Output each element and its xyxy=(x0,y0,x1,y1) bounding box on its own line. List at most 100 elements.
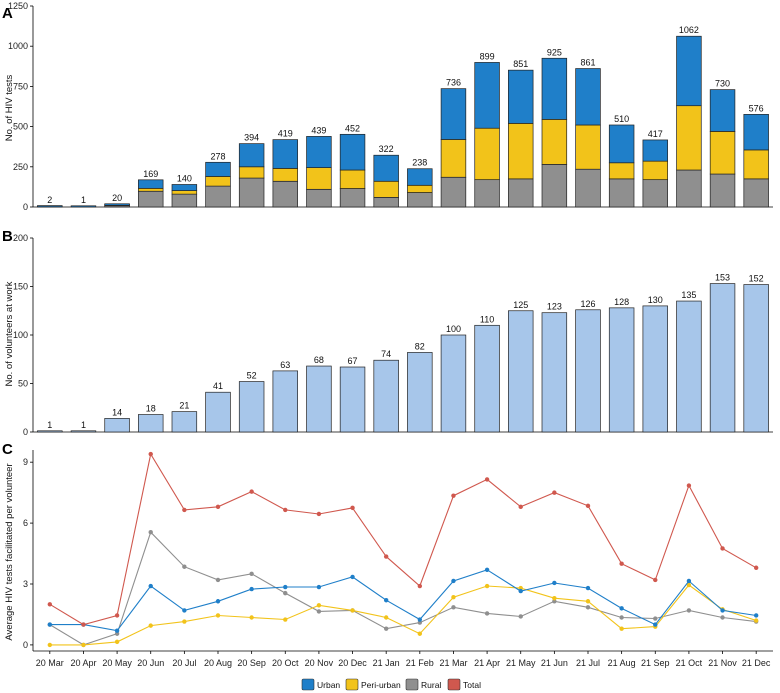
point-urban xyxy=(47,622,53,627)
point-peri-urban xyxy=(249,615,254,620)
panel-a: 0 250 500 750 1000 1250 2 1 20 169 140 278 394 419 439… xyxy=(8,1,773,212)
data-label-a-total: 851 xyxy=(513,59,528,69)
point-peri-urban xyxy=(148,623,153,628)
bar-a-peri-urban xyxy=(541,119,568,165)
panel-a-ytick-label: 1000 xyxy=(8,41,28,51)
bar-a-peri-urban xyxy=(339,169,366,189)
data-label-a-total: 20 xyxy=(112,193,122,203)
data-label-a-total: 2 xyxy=(47,195,52,205)
data-label-b-volunteers: 153 xyxy=(715,273,730,283)
panel-c-ytick-label: 3 xyxy=(23,579,28,589)
point-peri-urban xyxy=(518,585,523,591)
bar-a-peri-urban xyxy=(508,123,534,180)
bar-a-peri-urban xyxy=(205,176,231,187)
point-total xyxy=(585,503,591,509)
panel-a-ytick-label: 500 xyxy=(13,122,28,132)
point-total xyxy=(350,505,355,511)
point-rural xyxy=(215,577,221,583)
bar-b-volunteers xyxy=(642,305,668,433)
legend-swatch-rural xyxy=(405,678,419,691)
point-urban xyxy=(350,574,355,580)
point-peri-urban xyxy=(451,594,456,600)
xtick-label: 21 Aug xyxy=(608,658,636,668)
bar-a-peri-urban xyxy=(373,180,399,198)
xtick-label: 20 Jun xyxy=(137,658,164,668)
bar-b-volunteers xyxy=(608,307,635,433)
point-urban xyxy=(148,583,153,589)
point-peri-urban xyxy=(552,596,557,601)
panel-a-ytick-label: 0 xyxy=(23,202,28,212)
point-urban xyxy=(249,586,254,592)
bar-b-volunteers xyxy=(339,366,366,433)
bar-a-urban xyxy=(676,35,702,107)
point-rural xyxy=(182,564,187,569)
series-line-urban xyxy=(49,569,757,632)
bar-a-peri-urban xyxy=(642,160,668,181)
data-label-a-total: 899 xyxy=(480,51,495,61)
data-label-b-volunteers: 123 xyxy=(547,302,562,312)
data-label-b-volunteers: 68 xyxy=(314,355,324,365)
point-peri-urban xyxy=(316,603,322,608)
point-rural xyxy=(686,608,692,613)
data-label-a-total: 576 xyxy=(749,103,764,113)
point-peri-urban xyxy=(215,613,221,618)
bar-a-urban xyxy=(373,154,399,182)
xtick-label: 20 May xyxy=(102,658,132,668)
xtick-label: 20 Nov xyxy=(305,658,334,668)
bar-a-rural xyxy=(306,188,332,208)
bar-a-rural xyxy=(474,179,500,208)
data-label-b-volunteers: 126 xyxy=(580,299,595,309)
point-total xyxy=(552,490,557,495)
data-label-b-volunteers: 1 xyxy=(81,420,86,430)
bar-a-urban xyxy=(104,203,130,206)
data-label-a-total: 394 xyxy=(244,133,259,143)
bar-a-peri-urban xyxy=(440,139,467,178)
xtick-label: 21 Sep xyxy=(641,658,670,668)
bar-a-peri-urban xyxy=(709,131,736,175)
series-line-total xyxy=(49,452,757,626)
bar-a-urban xyxy=(171,184,198,191)
bar-a-urban xyxy=(508,69,534,124)
bar-a-urban xyxy=(138,179,164,189)
data-label-b-volunteers: 110 xyxy=(480,314,494,324)
point-total xyxy=(114,613,120,618)
legend-label-total: Total xyxy=(463,680,481,690)
data-label-b-volunteers: 21 xyxy=(179,401,189,411)
data-label-a-total: 1 xyxy=(81,195,86,205)
point-urban xyxy=(686,578,692,584)
xtick-label: 20 Sep xyxy=(237,658,266,668)
data-label-b-volunteers: 130 xyxy=(648,295,663,305)
point-total xyxy=(653,577,658,583)
bar-a-urban xyxy=(575,68,601,126)
bar-a-urban xyxy=(642,139,668,162)
point-peri-urban xyxy=(283,617,288,622)
point-peri-urban xyxy=(417,631,423,636)
panel-letter-a: A xyxy=(2,5,13,22)
data-label-a-total: 238 xyxy=(412,158,427,168)
legend-label-peri-urban: Peri-urban xyxy=(361,680,401,690)
bar-a-rural xyxy=(709,173,736,208)
data-label-a-total: 1062 xyxy=(679,25,699,35)
bar-a-peri-urban xyxy=(575,124,601,170)
data-label-b-volunteers: 125 xyxy=(513,300,528,310)
legend-label-urban: Urban xyxy=(317,680,340,690)
point-rural xyxy=(552,599,557,604)
data-label-a-total: 322 xyxy=(379,144,394,154)
point-urban xyxy=(383,598,389,603)
point-peri-urban xyxy=(753,618,759,623)
point-urban xyxy=(451,578,456,584)
panel-c-ytick-label: 6 xyxy=(23,518,28,528)
bar-a-peri-urban xyxy=(238,166,265,179)
panel-b-ylabel: No. of volunteers at work xyxy=(4,281,15,386)
bar-a-urban xyxy=(272,139,298,169)
panel-c-ylabel: Average HIV tests facilitated per volunt… xyxy=(4,463,15,640)
bar-a-peri-urban xyxy=(608,162,635,180)
xtick-label: 20 Apr xyxy=(70,658,96,668)
point-urban xyxy=(283,584,288,590)
point-rural xyxy=(283,590,288,596)
bar-b-volunteers xyxy=(474,324,500,433)
bar-a-rural xyxy=(171,193,198,208)
point-rural xyxy=(451,605,456,610)
bar-b-volunteers xyxy=(709,283,736,433)
